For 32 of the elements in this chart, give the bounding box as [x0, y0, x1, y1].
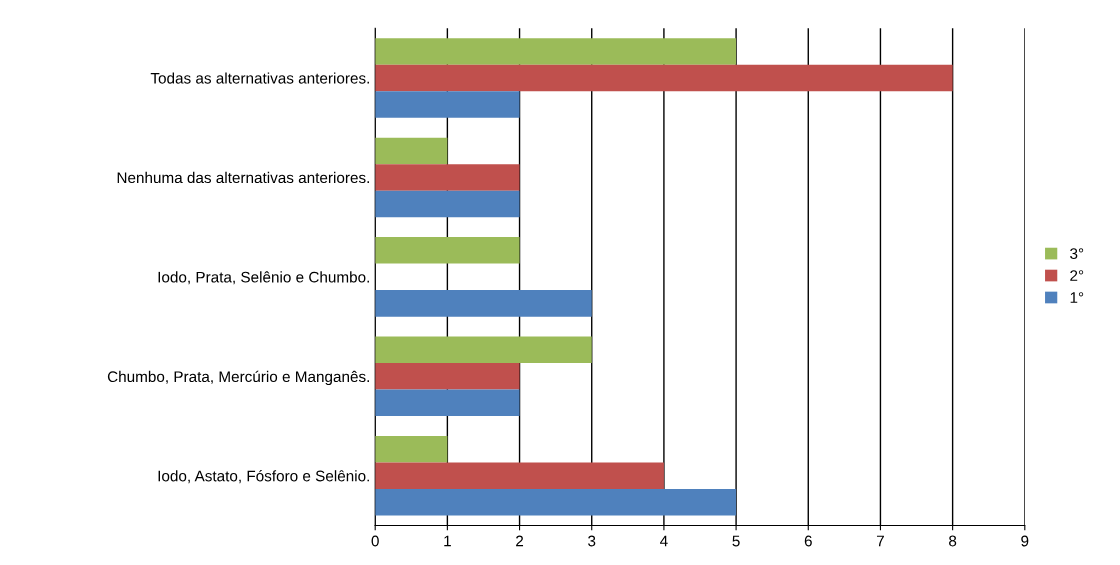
bar	[375, 435, 448, 463]
legend-label: 1°	[1070, 292, 1084, 303]
bar	[375, 290, 592, 317]
y-tick-label: Iodo, Prata, Selênio e Chumbo.	[158, 271, 369, 285]
bar	[375, 389, 520, 417]
legend-label: 2°	[1070, 270, 1084, 281]
x-tick-label: 6	[804, 535, 812, 547]
bar	[375, 64, 953, 92]
bar	[375, 38, 737, 65]
y-tick-label: Chumbo, Prata, Mercúrio e Manganês.	[107, 370, 369, 386]
x-tick-label: 7	[876, 535, 884, 547]
x-tick-label: 2	[516, 535, 524, 547]
x-tick-label: 4	[660, 535, 668, 547]
x-tick-label: 5	[732, 535, 740, 547]
bar	[375, 190, 520, 218]
bar	[375, 91, 520, 118]
bar	[375, 488, 737, 516]
bar	[375, 363, 520, 390]
bar	[375, 336, 592, 364]
y-tick-label: Todas as alternativas anteriores.	[150, 72, 369, 84]
bar	[375, 137, 448, 165]
x-tick-label: 3	[588, 535, 596, 547]
x-tick-label: 8	[949, 535, 957, 547]
bar	[375, 462, 664, 489]
y-tick-label: Iodo, Astato, Fósforo e Selênio.	[158, 470, 369, 484]
x-tick-label: 0	[371, 535, 379, 547]
bar	[375, 237, 520, 264]
y-tick-label: Nenhuma das alternativas anteriores.	[117, 171, 369, 184]
bar	[375, 164, 520, 191]
x-tick-label: 9	[1021, 535, 1029, 547]
legend-label: 3°	[1070, 248, 1084, 260]
x-tick-label: 1	[444, 535, 451, 547]
